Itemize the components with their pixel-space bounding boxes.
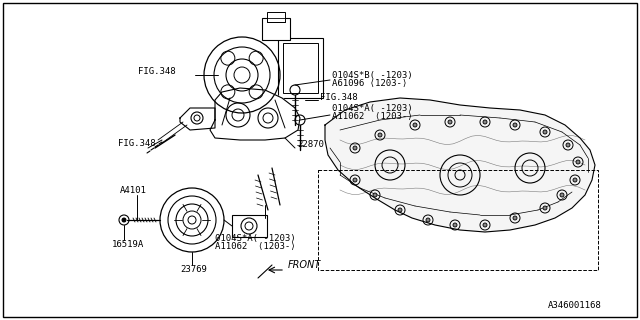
Text: 0104S*A( -1203): 0104S*A( -1203): [215, 234, 296, 243]
Circle shape: [543, 206, 547, 210]
Bar: [262, 18, 290, 40]
Text: 0104S*B( -1203): 0104S*B( -1203): [332, 70, 413, 79]
Text: 22870: 22870: [297, 140, 324, 148]
Circle shape: [448, 120, 452, 124]
Circle shape: [353, 146, 357, 150]
Text: 0104S*A( -1203): 0104S*A( -1203): [332, 103, 413, 113]
Bar: [267, 12, 285, 22]
Polygon shape: [210, 88, 300, 140]
Circle shape: [543, 130, 547, 134]
Text: A346001168: A346001168: [548, 301, 602, 310]
Polygon shape: [180, 108, 215, 130]
Text: FIG.348: FIG.348: [118, 139, 156, 148]
Circle shape: [413, 123, 417, 127]
Circle shape: [573, 178, 577, 182]
Polygon shape: [325, 98, 595, 232]
Circle shape: [483, 120, 487, 124]
Circle shape: [353, 178, 357, 182]
Text: FIG.348: FIG.348: [320, 92, 358, 101]
Bar: [283, 43, 318, 93]
Circle shape: [373, 193, 377, 197]
Bar: [278, 38, 323, 98]
Circle shape: [483, 223, 487, 227]
Circle shape: [513, 123, 517, 127]
Text: FIG.348: FIG.348: [138, 67, 175, 76]
Text: FRONT: FRONT: [288, 260, 321, 270]
Text: 16519A: 16519A: [112, 239, 144, 249]
Circle shape: [576, 160, 580, 164]
Circle shape: [426, 218, 430, 222]
Circle shape: [378, 133, 382, 137]
Circle shape: [122, 218, 126, 222]
Text: 23769: 23769: [180, 266, 207, 275]
Text: A11062  ⟨1203-⟩: A11062 ⟨1203-⟩: [332, 111, 413, 121]
Circle shape: [560, 193, 564, 197]
Circle shape: [453, 223, 457, 227]
Bar: [232, 215, 267, 237]
Circle shape: [513, 216, 517, 220]
Text: A11062  ⟨1203-⟩: A11062 ⟨1203-⟩: [215, 242, 296, 251]
Bar: [318, 170, 598, 270]
Text: A61096 ⟨1203-⟩: A61096 ⟨1203-⟩: [332, 78, 407, 87]
Text: A4101: A4101: [120, 186, 147, 195]
Circle shape: [566, 143, 570, 147]
Circle shape: [398, 208, 402, 212]
